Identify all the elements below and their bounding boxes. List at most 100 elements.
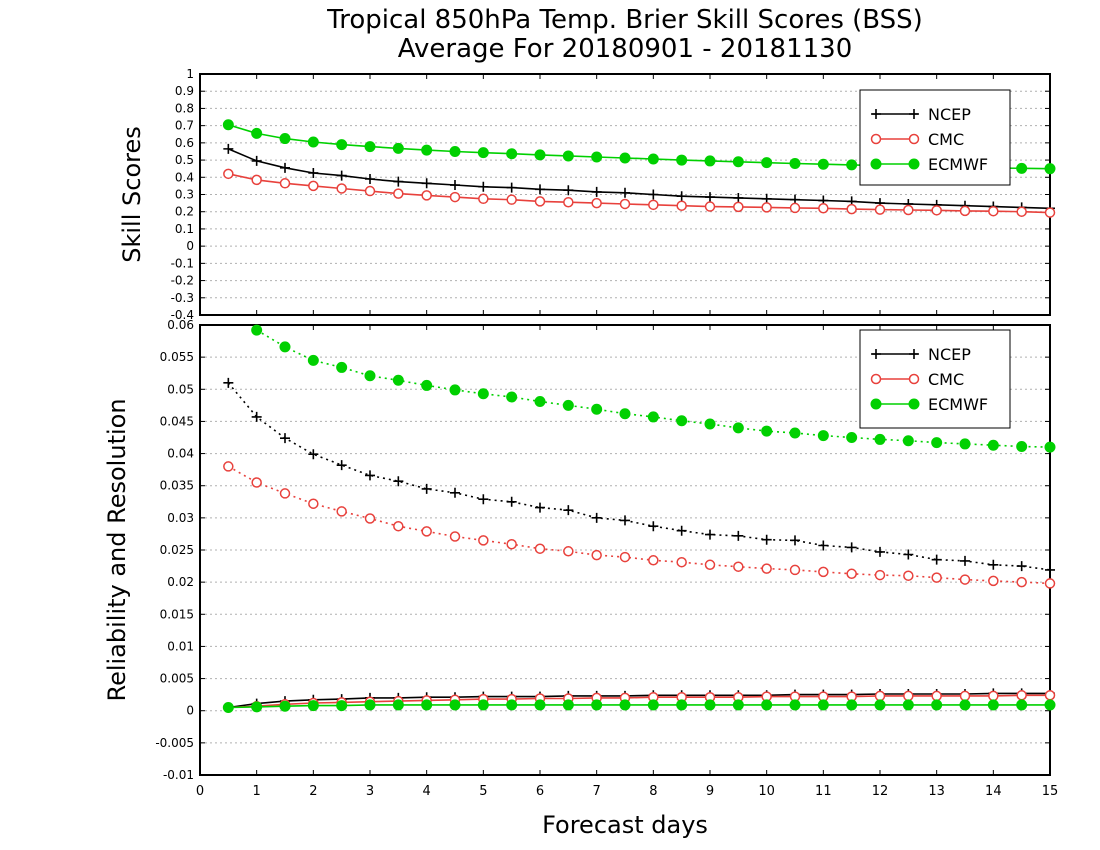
data-point [308, 180, 319, 192]
data-point [676, 415, 688, 427]
data-point [846, 542, 857, 553]
data-point [1045, 564, 1055, 575]
data-point [870, 373, 882, 385]
x-tick-label: 14 [985, 784, 1002, 799]
data-point [959, 205, 971, 217]
data-point [789, 564, 801, 576]
plot-frame [199, 73, 1051, 316]
data-point [676, 699, 688, 711]
data-point [534, 543, 546, 554]
data-point [1016, 699, 1028, 711]
data-point [449, 191, 461, 203]
series-ncep-solid [223, 688, 1055, 713]
data-point [280, 162, 290, 173]
data-point [478, 181, 489, 192]
data-point [870, 398, 882, 410]
data-point [733, 530, 744, 541]
data-point [307, 354, 319, 366]
data-point [789, 699, 801, 711]
legend-label-cmc: CMC [928, 130, 964, 149]
data-point [506, 148, 518, 160]
data-point [279, 700, 291, 712]
data-point [591, 186, 602, 197]
data-point [902, 435, 914, 447]
legend-label-ecmwf: ECMWF [928, 155, 988, 174]
data-point [534, 699, 546, 711]
data-point [874, 569, 886, 581]
data-point [619, 699, 631, 711]
data-point [732, 422, 744, 434]
y-tick-label: 0.045 [160, 414, 194, 428]
x-tick-label: 12 [872, 784, 889, 799]
x-tick-label: 6 [536, 784, 544, 799]
chart-title: Tropical 850hPa Temp. Brier Skill Scores… [326, 5, 923, 35]
data-point [846, 159, 858, 171]
x-tick-label: 8 [649, 784, 657, 799]
legend-label-ncep: NCEP [928, 345, 971, 364]
data-point [761, 563, 772, 574]
data-point [562, 150, 574, 162]
data-point [506, 699, 518, 711]
data-point [449, 699, 461, 711]
data-point [222, 119, 234, 131]
data-point [875, 546, 885, 557]
data-point [449, 384, 461, 396]
data-point [790, 535, 800, 546]
y-tick-label: 1 [186, 67, 194, 81]
data-point [1016, 162, 1028, 174]
chart-panels: -0.4 -0.3 -0.2 -0.1 0 0.1 0.2 0.3 0.4 0.5 0.6 0.7 0.… [103, 67, 1058, 799]
data-point [336, 183, 347, 194]
legend-label-cmc: CMC [928, 370, 964, 389]
x-tick-label: 2 [309, 784, 317, 799]
legend-box [859, 89, 1011, 186]
data-point [421, 178, 432, 189]
data-point [1016, 441, 1028, 452]
data-point [874, 699, 886, 711]
data-point [506, 391, 518, 403]
data-point [870, 158, 882, 170]
data-point [393, 176, 404, 187]
data-point [761, 193, 772, 204]
data-point [846, 203, 857, 215]
data-point [449, 145, 461, 157]
data-point [364, 185, 376, 197]
data-point [1016, 576, 1027, 588]
data-point [477, 147, 489, 159]
data-point [1044, 207, 1056, 218]
data-point [393, 476, 404, 487]
data-point [478, 535, 489, 546]
legend-label-ecmwf: ECMWF [928, 395, 988, 414]
data-point [1044, 441, 1056, 453]
data-point [874, 690, 886, 702]
data-point [620, 515, 630, 526]
legend: NCEP CMC ECMWF [859, 329, 1011, 429]
data-point [279, 341, 291, 353]
y-tick-label: 0.025 [160, 543, 194, 557]
data-point [761, 202, 772, 213]
data-point [450, 180, 460, 191]
y-tick-label: 0.03 [167, 511, 194, 525]
data-point [364, 141, 376, 153]
y-tick-label: 0.055 [160, 350, 194, 364]
data-point [591, 197, 602, 209]
y-tick-label: 0.035 [160, 479, 194, 493]
y-tick-label: 0.05 [167, 382, 194, 396]
data-point [1044, 690, 1056, 701]
data-point [364, 699, 376, 711]
y-tick-label: -0.3 [171, 291, 194, 305]
data-point [563, 196, 574, 208]
y-tick-label: 0.5 [175, 153, 194, 167]
y-tick-label: 0 [186, 239, 194, 253]
data-point [619, 152, 631, 164]
data-point [223, 168, 234, 180]
data-point [364, 370, 376, 382]
data-point [1016, 690, 1027, 701]
y-tick-label: 0.015 [160, 607, 194, 621]
data-point [421, 379, 433, 391]
data-point [364, 513, 376, 524]
data-point [903, 204, 914, 216]
y-tick-label: 0.1 [175, 222, 194, 236]
data-point [676, 525, 687, 536]
plot-frame [199, 324, 1051, 776]
data-point [988, 690, 999, 702]
